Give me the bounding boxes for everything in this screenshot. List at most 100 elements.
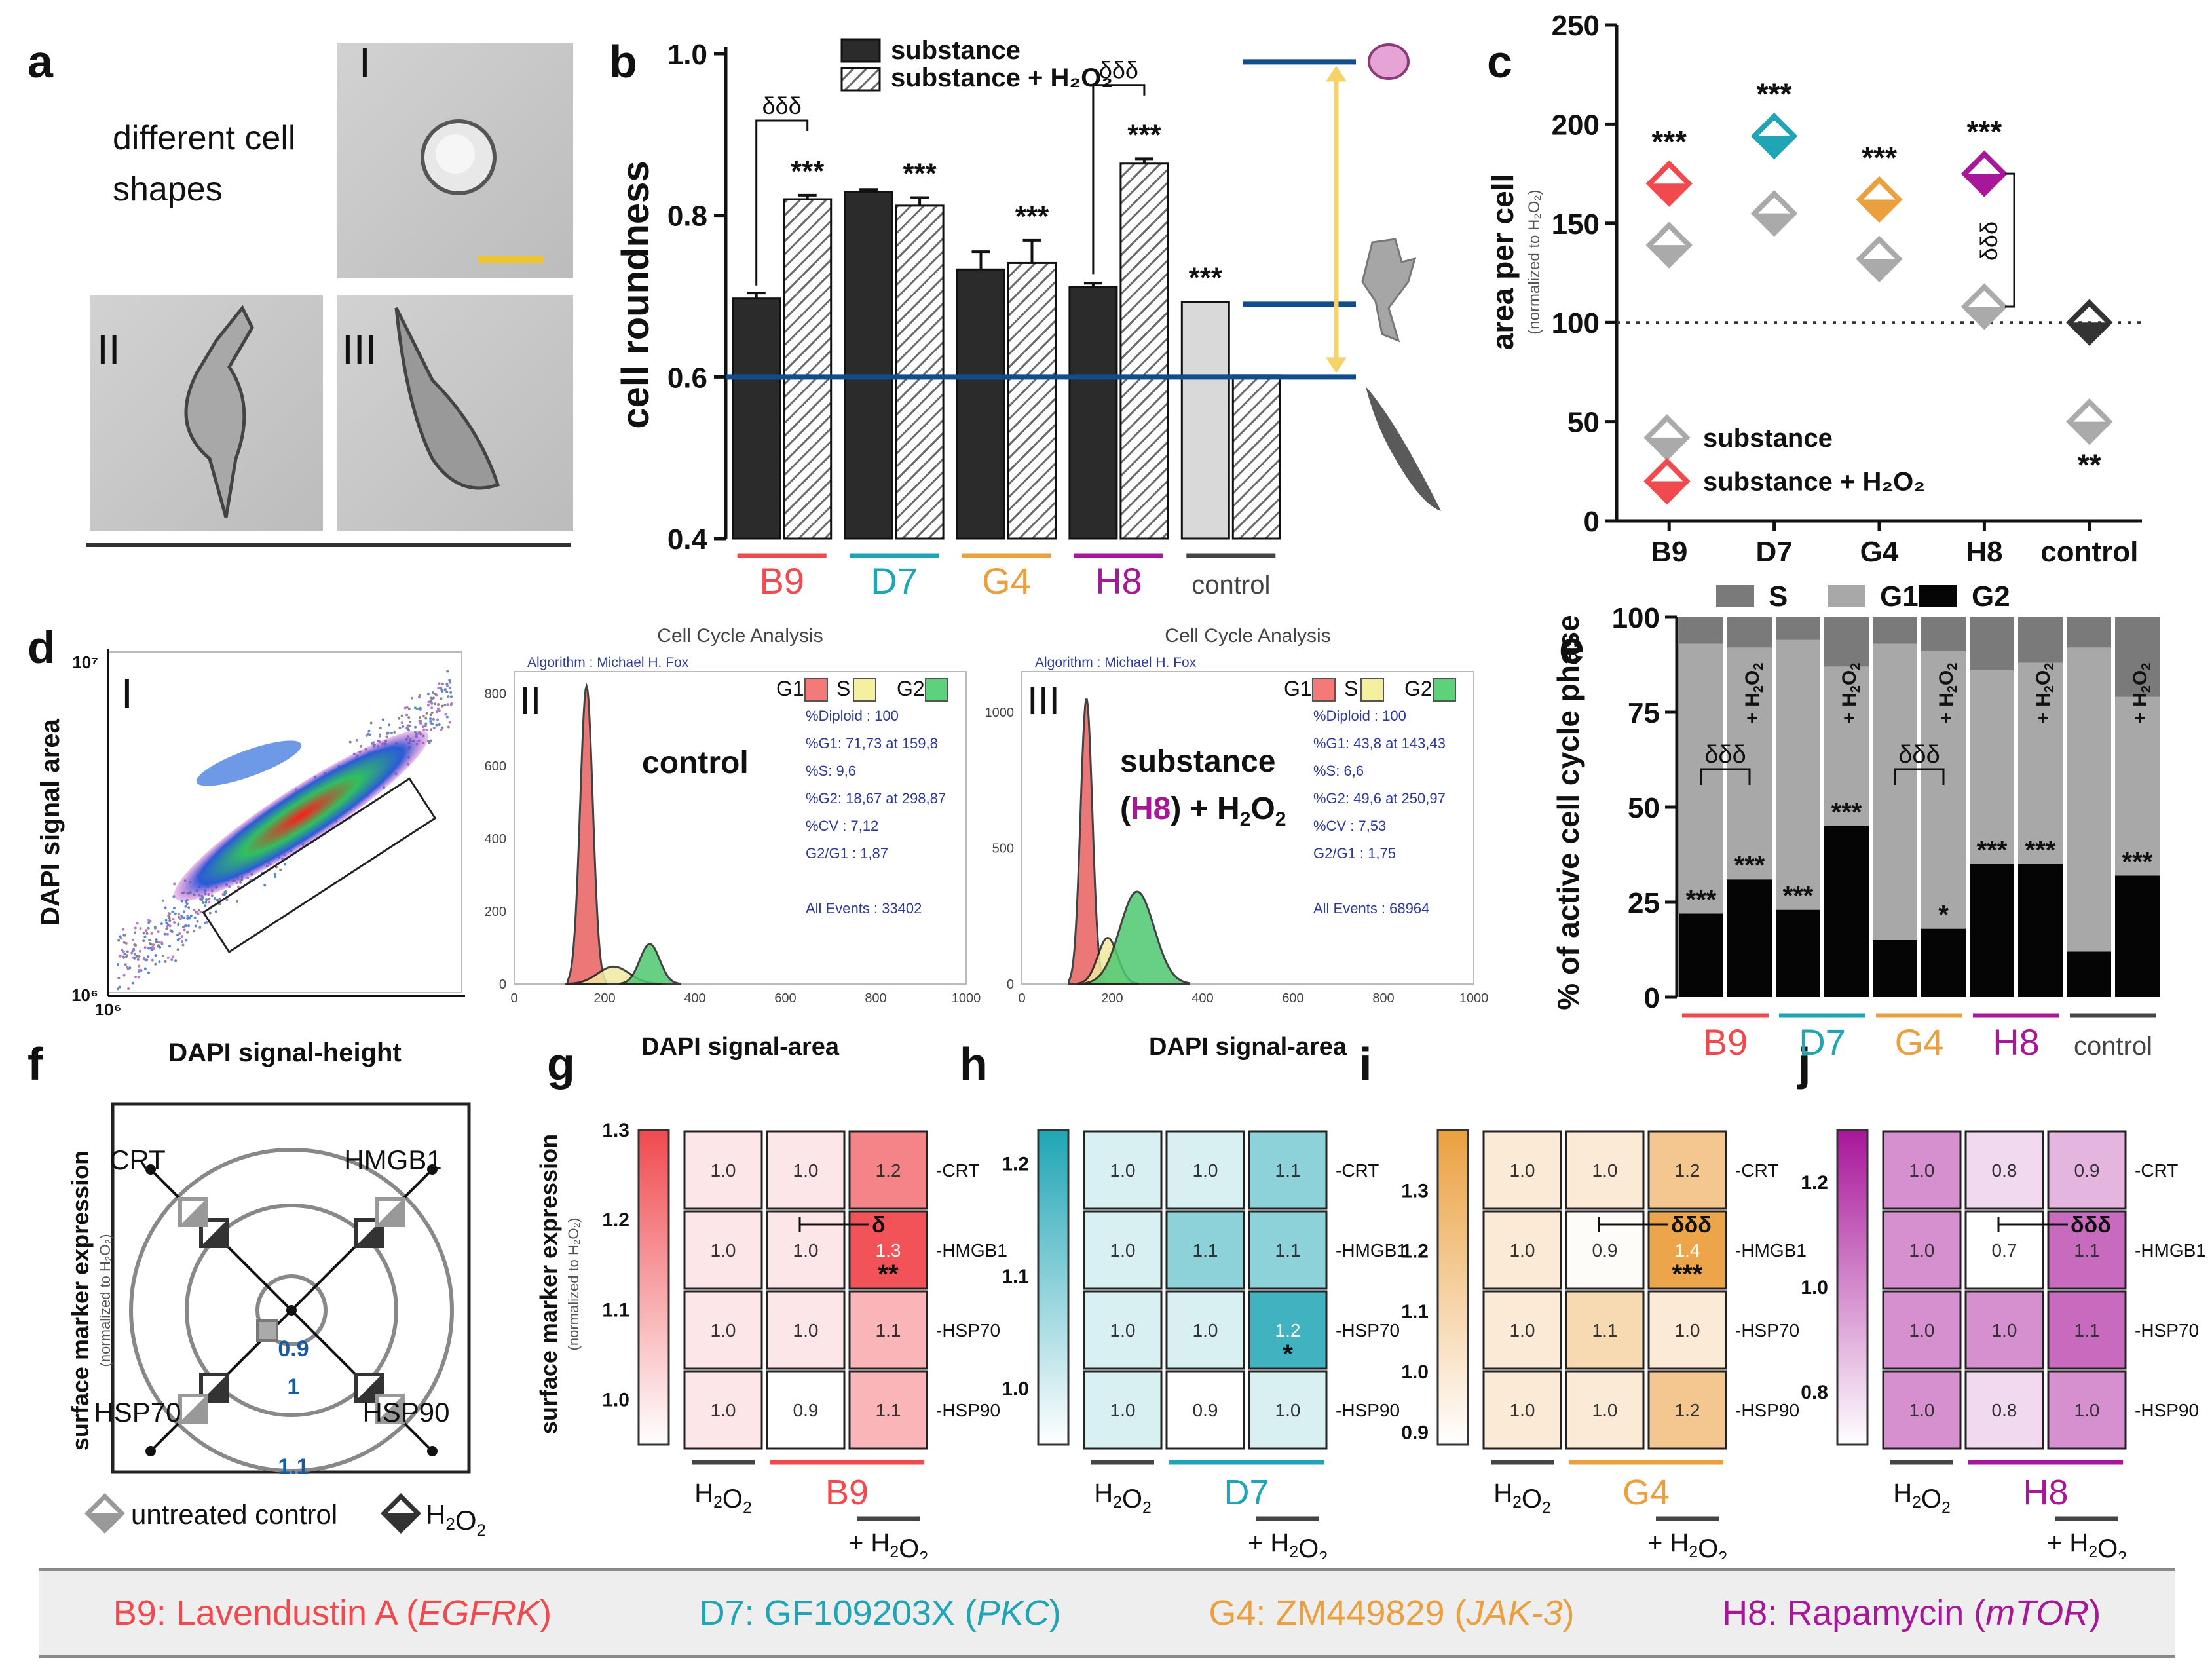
category-label-B9: B9: [759, 560, 804, 601]
event-dot: [356, 739, 358, 742]
bar-s-G4: [1921, 617, 1966, 651]
marker-h2o2-B9-fill: [1649, 183, 1689, 203]
event-dot: [123, 974, 126, 977]
y-tick-label: 100: [1552, 307, 1600, 339]
delta-annotation: δ: [872, 1213, 886, 1238]
heatmap-cell-value: 1.0: [1909, 1240, 1935, 1261]
image-label-III: III: [342, 326, 377, 373]
event-dot: [178, 913, 180, 915]
significance-stars: *: [1938, 901, 1949, 930]
event-dot: [447, 695, 449, 698]
histogram-x-tick: 1000: [952, 991, 981, 1006]
heatmap-cell-value: 1.0: [793, 1160, 819, 1181]
heatmap-cell-value: 1.0: [1592, 1160, 1618, 1181]
bar-g2-B9: [1727, 879, 1772, 997]
event-dot: [433, 727, 436, 729]
legend-label-G1: G1: [1880, 580, 1919, 613]
event-dot: [150, 943, 153, 945]
delta-annotation: δδδ: [1976, 221, 2002, 261]
event-dot: [385, 736, 388, 738]
event-dot: [169, 924, 172, 927]
bar-control-h2o2: [1233, 375, 1280, 539]
heatmap-cell-value: 1.0: [711, 1240, 736, 1261]
category-label-B9: B9: [1703, 1021, 1748, 1063]
histogram-stat: All Events : 33402: [806, 900, 922, 917]
color-scale-bar: [1837, 1130, 1867, 1445]
delta-annotation: δδδ: [1671, 1213, 1712, 1238]
event-dot: [171, 911, 174, 913]
event-dot: [236, 900, 238, 903]
color-scale-tick: 1.1: [1002, 1266, 1029, 1287]
significance-stars: ***: [1672, 1260, 1703, 1289]
bar-g1-G4: [1873, 644, 1917, 940]
event-dot: [138, 955, 141, 958]
event-dot: [204, 904, 206, 907]
flow-y-label: DAPI signal area: [36, 718, 65, 925]
heatmap-cell-value: 1.1: [2074, 1320, 2100, 1340]
heatmap-cell-value: 1.0: [1675, 1320, 1700, 1340]
event-dot: [166, 925, 168, 928]
event-dot: [167, 915, 170, 917]
histogram-y-tick: 1000: [985, 706, 1015, 720]
heatmap-row-label-HSP70: -HSP70: [1735, 1320, 1799, 1340]
event-dot: [205, 898, 208, 901]
histogram-x-tick: 200: [593, 991, 615, 1006]
event-dot: [432, 718, 435, 721]
event-dot: [125, 942, 128, 945]
legend-suffix: ): [1563, 1593, 1575, 1633]
event-dot: [176, 934, 179, 936]
radar-axis-end: [145, 1446, 156, 1456]
event-dot: [204, 901, 207, 904]
histogram-legend-label: G2: [1404, 677, 1433, 700]
event-dot: [123, 953, 126, 955]
panel-letter-a: a: [28, 36, 54, 87]
event-dot: [402, 725, 404, 728]
bar-D7-h2o2: [896, 206, 943, 539]
heatmap-cell-value: 1.0: [1110, 1240, 1136, 1261]
event-dot: [177, 948, 179, 951]
histogram-stat: %CV : 7,53: [1313, 818, 1386, 834]
legend-swatch-G1: [1828, 585, 1865, 607]
event-dot: [154, 963, 157, 966]
image-label-II: II: [97, 326, 121, 373]
panel-letter-b: b: [609, 36, 637, 87]
event-dot: [122, 957, 125, 959]
h2o2-bar-label: + H2O2: [1742, 663, 1766, 724]
event-dot: [444, 689, 447, 691]
color-scale-tick: 1.2: [1801, 1172, 1828, 1194]
color-scale-bar: [1038, 1130, 1068, 1445]
histogram-stat: G2/G1 : 1,75: [1313, 845, 1396, 862]
event-dot: [147, 927, 150, 930]
elongated-cell-icon: [1366, 387, 1441, 511]
event-dot: [408, 708, 411, 710]
event-dot: [429, 717, 432, 720]
y-tick-label: 25: [1628, 887, 1660, 919]
histogram-y-tick: 600: [485, 759, 506, 774]
event-dot: [126, 966, 128, 969]
substance-legend-bar: B9: Lavendustin A (EGFRK) D7: GF109203X (…: [39, 1568, 2175, 1658]
event-dot: [445, 683, 448, 685]
bar-s-control: [2067, 617, 2111, 647]
event-dot: [140, 927, 142, 930]
event-dot: [432, 696, 435, 699]
flow-x-tick: 10⁶: [95, 1000, 122, 1019]
significance-stars: ***: [1831, 798, 1862, 827]
event-dot: [187, 917, 189, 919]
histogram-legend-label: G2: [897, 677, 925, 700]
event-dot: [372, 741, 375, 744]
event-dot: [183, 928, 186, 931]
panel-letter-d: d: [28, 622, 56, 673]
marker-h2o2-control-fill: [2070, 322, 2109, 342]
event-dot: [126, 950, 129, 953]
event-dot: [435, 694, 438, 696]
histogram-x-tick: 800: [1372, 991, 1394, 1006]
histogram-legend-label: S: [1344, 677, 1358, 700]
bar-G4-substance: [958, 269, 1005, 539]
event-dot: [407, 729, 410, 732]
heatmap-cell-value: 1.0: [711, 1400, 736, 1420]
event-dot: [382, 718, 384, 721]
y-tick-label: 0.4: [667, 523, 708, 556]
event-dot: [360, 745, 362, 748]
histogram-condition-label: (H8) + H2O2: [1120, 791, 1286, 830]
event-dot: [379, 735, 381, 738]
